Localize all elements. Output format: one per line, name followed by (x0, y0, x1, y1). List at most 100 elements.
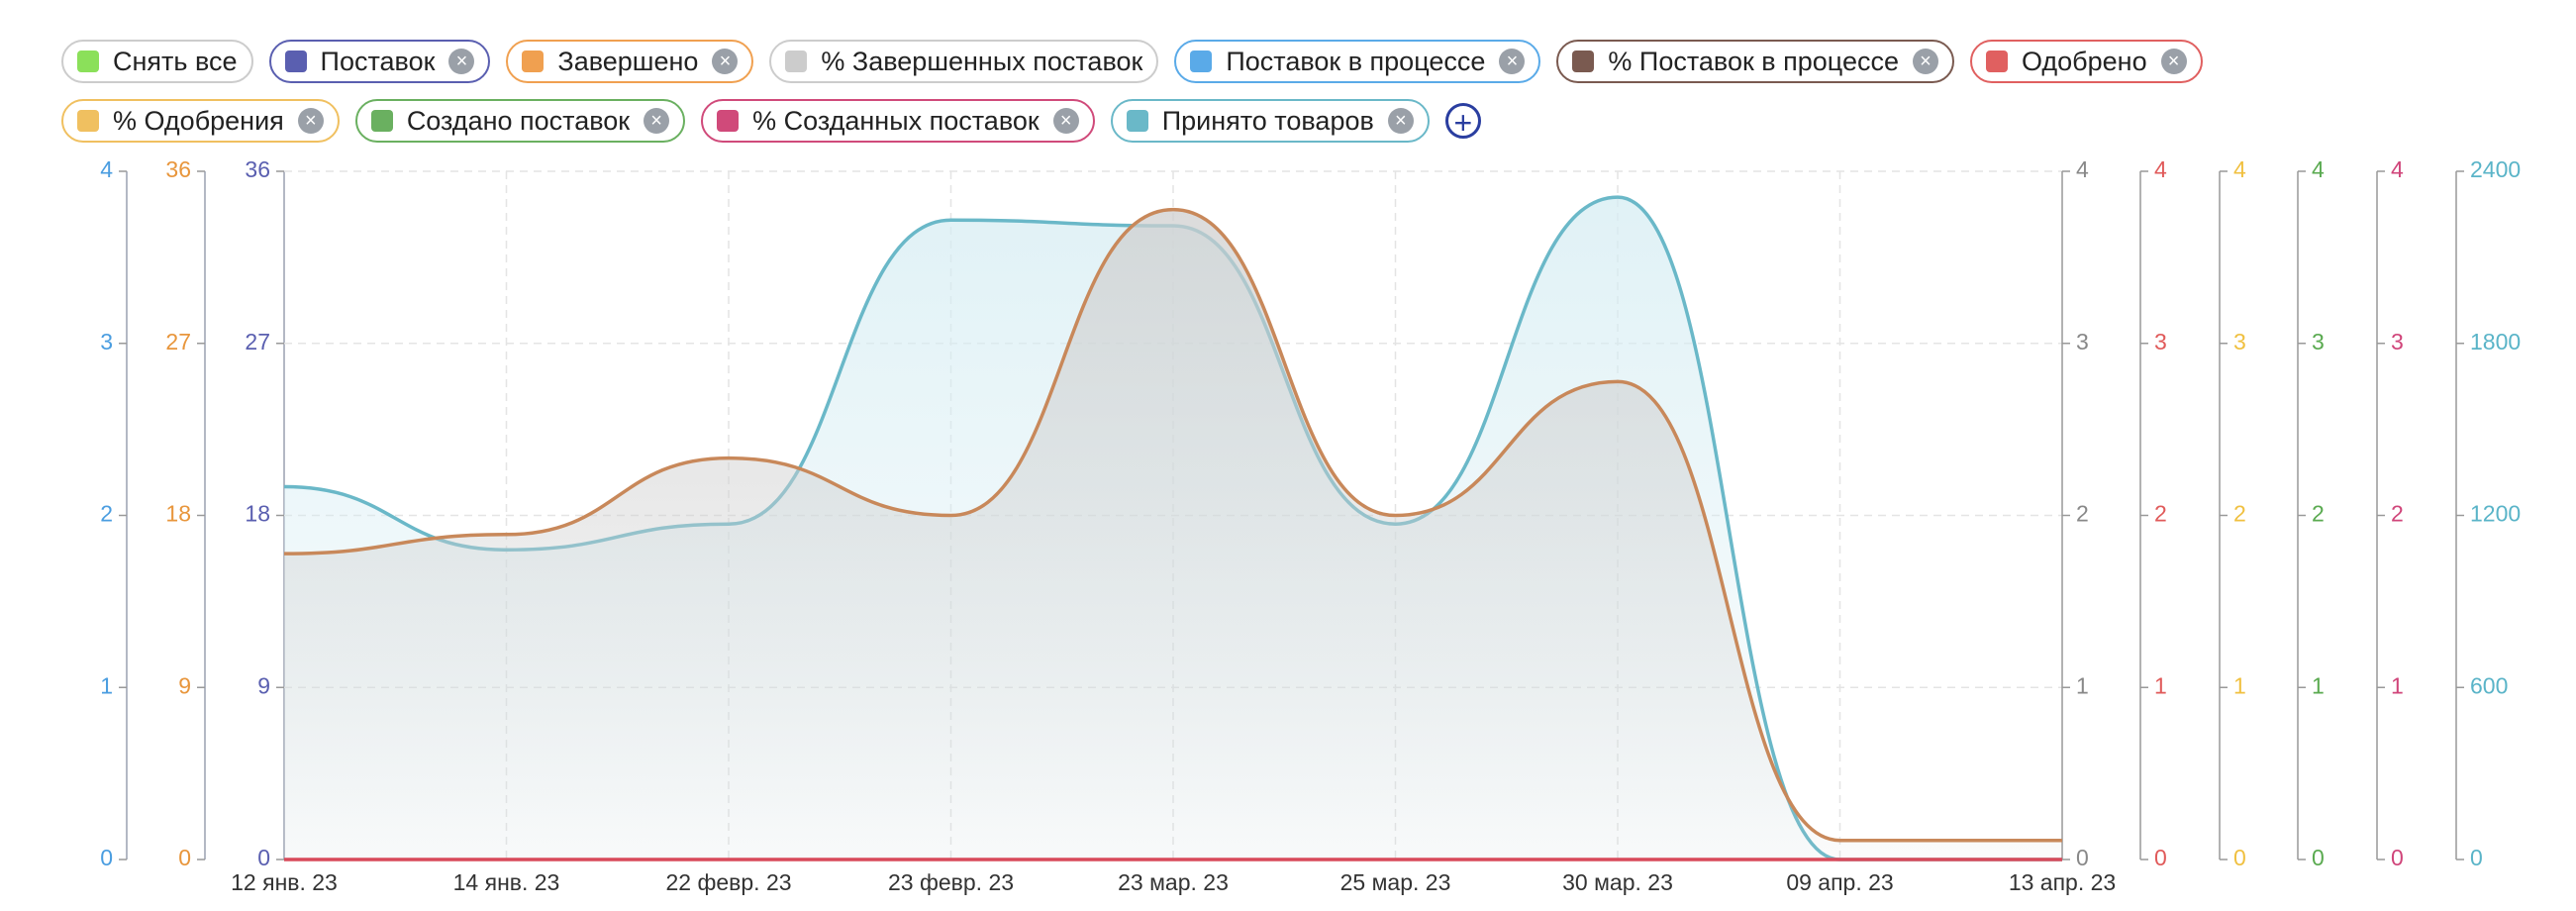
legend-chip[interactable]: Принято товаров × (1110, 99, 1430, 143)
y-tick-label: 27 (165, 329, 191, 354)
legend-swatch (785, 51, 808, 72)
remove-button[interactable]: × (1387, 108, 1414, 134)
legend-chip[interactable]: % Поставок в процессе × (1556, 40, 1954, 83)
y-tick-label: 3 (2312, 329, 2325, 354)
x-tick-label: 25 мар. 23 (1340, 869, 1451, 895)
remove-button[interactable]: × (448, 49, 475, 74)
y-tick-label: 4 (2312, 156, 2325, 182)
legend-swatch (1985, 51, 2008, 72)
legend-swatch (77, 110, 99, 132)
legend-chip[interactable]: Завершено × (506, 40, 754, 83)
x-tick-label: 14 янв. 23 (453, 869, 560, 895)
y-tick-label: 1200 (2470, 501, 2521, 527)
y-tick-label: 1 (2391, 672, 2404, 698)
y-tick-label: 600 (2470, 672, 2508, 698)
remove-button[interactable]: × (712, 49, 739, 74)
y-tick-label: 27 (245, 329, 270, 354)
legend-swatch (1572, 51, 1595, 72)
y-tick-label: 1 (2154, 672, 2167, 698)
legend-chip[interactable]: Поставок в процессе × (1174, 40, 1541, 83)
y-tick-label: 0 (2391, 845, 2404, 870)
y-tick-label: 3 (2076, 329, 2089, 354)
legend-swatch (77, 51, 99, 72)
legend-label: % Поставок в процессе (1608, 46, 1899, 76)
y-tick-label: 3 (2233, 329, 2246, 354)
legend-chip[interactable]: Создано поставок × (354, 99, 686, 143)
y-tick-label: 1 (100, 672, 113, 698)
y-tick-label: 0 (100, 845, 113, 870)
y-tick-label: 0 (2233, 845, 2246, 870)
y-tick-label: 2 (2312, 501, 2325, 527)
legend-label: % Созданных поставок (752, 105, 1040, 136)
remove-button[interactable]: × (1499, 49, 1526, 74)
y-tick-label: 1 (2312, 672, 2325, 698)
y-tick-label: 4 (2076, 156, 2089, 182)
legend-swatch (284, 51, 307, 72)
legend-swatch (717, 110, 740, 132)
y-tick-label: 36 (245, 156, 270, 182)
y-tick-label: 2 (2076, 501, 2089, 527)
y-tick-label: 2400 (2470, 156, 2521, 182)
legend-chip[interactable]: Одобрено × (1969, 40, 2203, 83)
legend-label: Завершено (557, 46, 699, 76)
legend-label: Поставок в процессе (1226, 46, 1486, 76)
y-tick-label: 4 (2233, 156, 2246, 182)
legend-swatch (1126, 110, 1148, 132)
x-tick-label: 22 февр. 23 (665, 869, 791, 895)
y-tick-label: 1 (2076, 672, 2089, 698)
legend-label: % Завершенных поставок (821, 46, 1143, 76)
y-tick-label: 2 (2391, 501, 2404, 527)
legend-swatch (370, 110, 393, 132)
x-tick-label: 09 апр. 23 (1786, 869, 1893, 895)
y-tick-label: 2 (2233, 501, 2246, 527)
remove-button[interactable]: × (297, 108, 324, 134)
x-tick-label: 13 апр. 23 (2009, 869, 2116, 895)
legend-swatch (522, 51, 545, 72)
y-tick-label: 4 (2391, 156, 2404, 182)
area (284, 209, 2062, 860)
legend-row: Снять все Поставок × Завершено × % Завершенны… (61, 40, 2203, 83)
y-tick-label: 1 (2233, 672, 2246, 698)
y-tick-label: 0 (257, 845, 270, 870)
series-line (283, 207, 2062, 843)
legend-label: Создано поставок (406, 105, 631, 136)
remove-button[interactable]: × (644, 108, 670, 134)
y-tick-label: 18 (165, 501, 191, 527)
x-tick-label: 12 янв. 23 (231, 869, 338, 895)
y-tick-label: 18 (245, 501, 270, 527)
y-tick-label: 0 (178, 845, 191, 870)
legend-row: % Одобрения × Создано поставок ×% Созданных… (61, 99, 2203, 143)
y-tick-label: 3 (100, 329, 113, 354)
add-button[interactable]: + (1444, 103, 1481, 140)
y-tick-label: 9 (178, 672, 191, 698)
y-tick-label: 0 (2312, 845, 2325, 870)
legend-chip[interactable]: Снять все (61, 40, 253, 83)
legend-label: Принято товаров (1161, 105, 1374, 136)
legend-chip[interactable]: Поставок × (268, 40, 491, 83)
legend-label: % Одобрения (113, 105, 284, 136)
y-tick-label: 4 (100, 156, 113, 182)
legend-label: Одобрено (2021, 46, 2147, 76)
remove-button[interactable]: × (1912, 49, 1938, 74)
y-tick-label: 0 (2154, 845, 2167, 870)
legend-label: Поставок (320, 46, 436, 76)
remove-button[interactable]: × (2160, 49, 2187, 74)
y-tick-label: 4 (2154, 156, 2167, 182)
x-tick-label: 23 мар. 23 (1118, 869, 1229, 895)
y-tick-label: 9 (257, 672, 270, 698)
y-tick-label: 0 (2076, 845, 2089, 870)
y-tick-label: 36 (165, 156, 191, 182)
legend-label: Снять все (113, 46, 238, 76)
y-tick-label: 2 (100, 501, 113, 527)
legend-chip[interactable]: % Одобрения × (61, 99, 340, 143)
legend-chip[interactable]: % Созданных поставок × (701, 99, 1095, 143)
x-tick-label: 30 мар. 23 (1562, 869, 1673, 895)
legend-chip[interactable]: % Завершенных поставок (769, 40, 1159, 83)
y-tick-label: 3 (2391, 329, 2404, 354)
remove-button[interactable]: × (1052, 108, 1079, 134)
y-tick-label: 3 (2154, 329, 2167, 354)
y-tick-label: 1800 (2470, 329, 2521, 354)
legend: Снять все Поставок × Завершено × % Завершенны… (61, 40, 2203, 158)
